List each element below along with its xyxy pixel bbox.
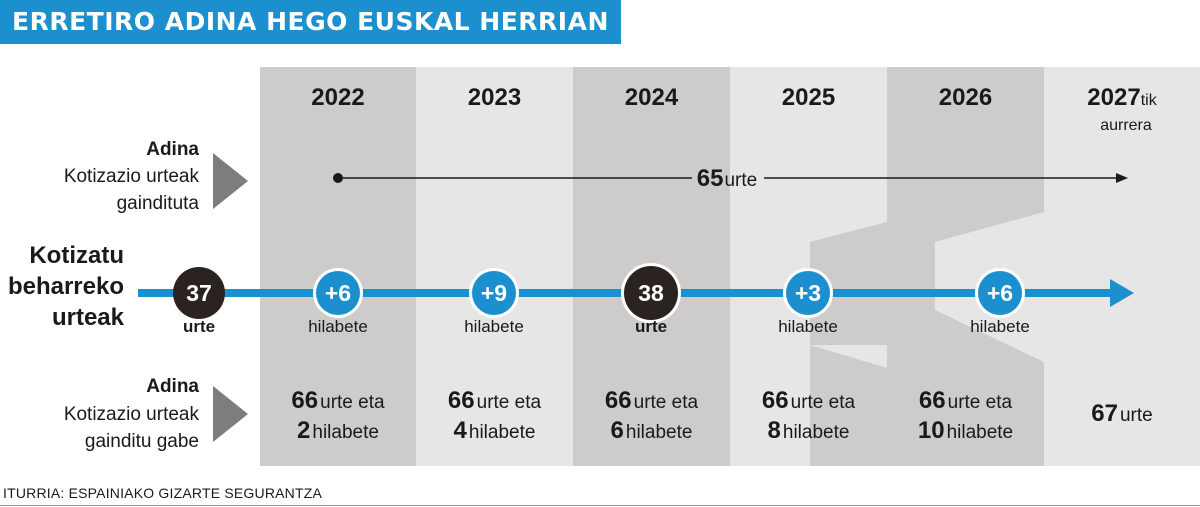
row2-node-unit: urte [635, 317, 667, 336]
row3-months-value: 2 hilabete [297, 417, 379, 444]
row1-label-line: gaindituta [117, 193, 200, 214]
row2-node-unit: hilabete [970, 317, 1030, 336]
row2-node-value: 38 [638, 280, 664, 306]
row3-years-value: 66 urte eta [762, 387, 856, 414]
year-label-2022: 2022 [311, 84, 364, 111]
row2-node-unit: hilabete [308, 317, 368, 336]
year-label-2023: 2023 [468, 84, 521, 111]
row2-node [472, 271, 516, 315]
page-title: ERRETIRO ADINA HEGO EUSKAL HERRIAN [0, 0, 621, 44]
row2-node-value: +6 [325, 280, 351, 306]
row1-age-value: 65urte [697, 165, 757, 192]
row3-months-value: 8 hilabete [768, 417, 850, 444]
row3-label-line: gainditu gabe [85, 431, 199, 452]
row3-pointer-arrow [213, 386, 248, 442]
year-label-2025: 2025 [782, 84, 835, 111]
row3-years-value: 66 urte eta [919, 387, 1013, 414]
year-label-2024: 2024 [625, 84, 679, 111]
year-label-2027: 2027tik [1087, 84, 1157, 111]
row3-label-title: Adina [146, 376, 199, 397]
row2-label-line: urteak [52, 304, 125, 331]
source-divider [0, 505, 1200, 506]
row2-node-unit: hilabete [778, 317, 838, 336]
row3-years-value: 66 urte eta [291, 387, 385, 414]
row2-timeline-arrowhead [1110, 279, 1134, 307]
row2-node [786, 271, 830, 315]
year-column-2022 [260, 67, 416, 466]
row3-years-value: 66 urte eta [448, 387, 542, 414]
year-column-2026-upper [887, 67, 1044, 212]
row1-arrowhead [1116, 173, 1128, 183]
row2-start-value: 37 [186, 280, 212, 306]
row2-node [978, 271, 1022, 315]
year-label-2026: 2026 [939, 84, 992, 111]
year-sublabel: aurrera [1100, 117, 1152, 134]
row3-years-value: 67 urte [1091, 400, 1152, 427]
row2-node-value: +9 [481, 280, 507, 306]
row1-label-line: Kotizazio urteak [64, 166, 200, 187]
source-note: ITURRIA: ESPAINIAKO GIZARTE SEGURANTZA [3, 485, 323, 501]
row3-months-value: 4 hilabete [454, 417, 536, 444]
row2-label-line: Kotizatu [29, 242, 124, 269]
row2-node [316, 271, 360, 315]
row2-label-line: beharreko [8, 273, 124, 300]
row2-node-value: +3 [795, 280, 821, 306]
year-column-2025-step-top [810, 222, 887, 345]
year-column-2023 [416, 67, 573, 466]
row2-start-unit: urte [183, 317, 215, 336]
row1-label-title: Adina [146, 139, 199, 160]
row3-label-line: Kotizazio urteak [64, 404, 200, 425]
row3-years-value: 66 urte eta [605, 387, 699, 414]
row2-node [624, 266, 678, 320]
row2-node-value: +6 [987, 280, 1013, 306]
year-column-2027 [1044, 67, 1200, 466]
row2-start-node [173, 267, 225, 319]
row3-months-value: 10 hilabete [918, 417, 1013, 444]
row2-node-unit: hilabete [464, 317, 524, 336]
row3-months-value: 6 hilabete [611, 417, 693, 444]
row1-pointer-arrow [213, 153, 248, 209]
year-column-2025-step [810, 222, 887, 466]
